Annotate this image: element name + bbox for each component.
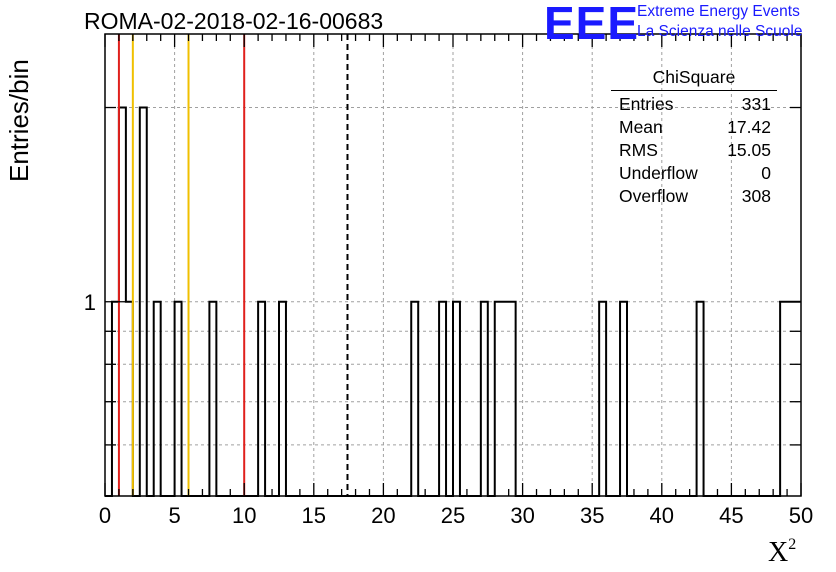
x-tick-label: 50 [789, 503, 813, 528]
stats-label: Underflow [619, 163, 698, 183]
y-tick-label: 1 [84, 290, 96, 315]
x-tick-label: 45 [719, 503, 743, 528]
logo-caption-line1: Extreme Energy Events [637, 3, 800, 20]
x-tick-label: 0 [99, 503, 111, 528]
logo-caption: Extreme Energy Events La Scienza nelle S… [637, 2, 802, 42]
stats-label: RMS [619, 140, 658, 160]
stats-row-entries: Entries 331 [611, 93, 777, 116]
reference-lines [117, 34, 349, 496]
x-tick-label: 5 [168, 503, 180, 528]
plot-title: ROMA-02-2018-02-16-00683 [84, 8, 384, 34]
x-tick-label: 15 [302, 503, 326, 528]
stats-title: ChiSquare [611, 66, 777, 91]
x-tick-label: 35 [580, 503, 604, 528]
stats-label: Entries [619, 94, 674, 114]
stats-label: Mean [619, 117, 663, 137]
x-axis-label: X2 [768, 536, 797, 568]
x-tick-label: 20 [371, 503, 395, 528]
x-tick-label: 40 [650, 503, 674, 528]
y-axis-label: Entries/bin [4, 59, 34, 182]
stats-value: 308 [741, 186, 771, 206]
stats-row-underflow: Underflow 0 [611, 162, 777, 185]
stats-row-mean: Mean 17.42 [611, 116, 777, 139]
stats-box: ChiSquare Entries 331 Mean 17.42 RMS 15.… [611, 66, 777, 208]
x-tick-label: 25 [441, 503, 465, 528]
logo-caption-line2: La Scienza nelle Scuole [637, 23, 803, 40]
stats-label: Overflow [619, 186, 689, 206]
eee-logo: EEE [544, 0, 640, 49]
stats-value: 15.05 [727, 140, 771, 160]
stats-row-rms: RMS 15.05 [611, 139, 777, 162]
x-tick-label: 30 [510, 503, 534, 528]
stats-value: 17.42 [727, 117, 771, 137]
stats-value: 331 [741, 94, 771, 114]
axes: 0 5 10 15 20 25 30 35 40 45 50 1 [84, 33, 813, 528]
x-tick-label: 10 [232, 503, 256, 528]
stats-row-overflow: Overflow 308 [611, 185, 777, 208]
stats-value: 0 [761, 163, 771, 183]
